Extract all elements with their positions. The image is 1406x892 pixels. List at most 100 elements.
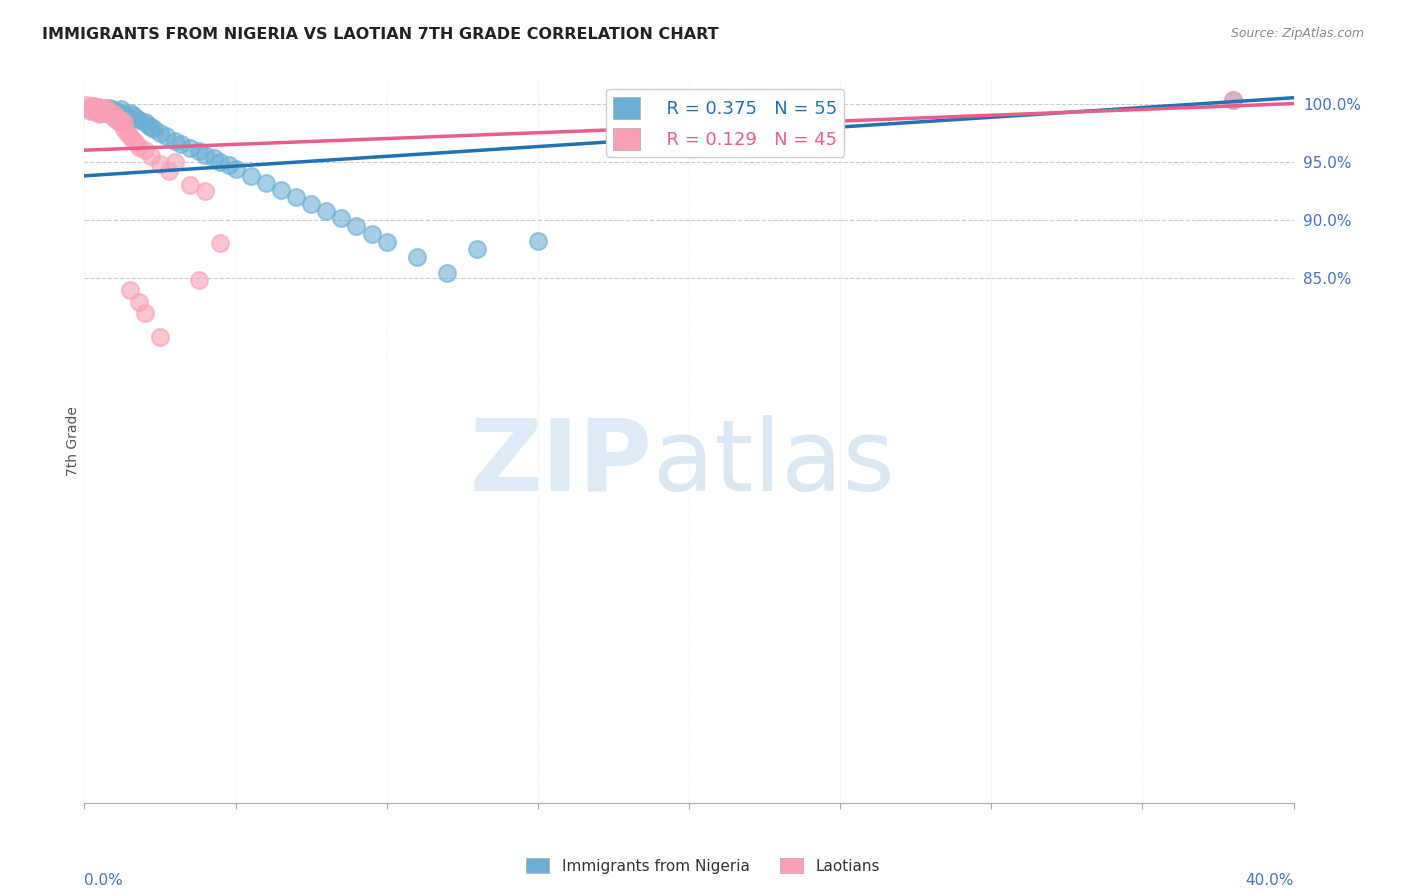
Point [110,106,132,120]
Point [89,100,111,114]
Point [110,112,132,127]
Point [121,108,143,122]
Point [134,306,156,320]
Point [1222,93,1244,107]
Point [100,106,122,120]
Point [179,178,201,193]
Point [225,161,247,176]
Point [104,103,127,118]
Point [315,203,337,218]
Point [139,149,162,163]
Point [100,103,122,117]
Point [467,242,489,256]
Point [270,183,292,197]
Point [89,101,111,115]
Point [94,104,117,119]
Point [134,143,156,157]
Point [121,133,143,147]
Point [128,139,150,153]
Point [155,129,177,144]
Point [100,106,122,120]
Point [107,108,129,122]
Point [107,104,129,119]
Point [94,101,117,115]
Point [79,103,101,118]
Point [110,116,132,130]
Point [285,190,308,204]
Point [86,100,108,114]
Point [91,106,114,120]
Point [118,106,141,120]
Text: 0.0%: 0.0% [84,872,124,888]
Point [1222,93,1244,107]
Point [107,114,129,128]
Point [112,108,135,122]
Point [112,122,135,136]
Point [170,137,193,152]
Point [125,111,148,125]
Y-axis label: 7th Grade: 7th Grade [66,407,80,476]
Point [91,106,114,120]
Point [104,107,127,121]
Point [118,283,141,297]
Point [209,236,232,251]
Point [209,154,232,169]
Point [142,122,165,136]
Point [406,251,429,265]
Point [79,103,101,117]
Point [375,235,398,250]
Point [82,99,104,113]
Point [107,111,129,125]
Point [125,136,148,151]
Point [149,126,172,140]
Point [97,103,120,118]
Point [179,141,201,155]
Point [128,112,150,127]
Point [86,101,108,115]
Point [299,196,322,211]
Point [82,99,104,113]
Point [100,109,122,123]
Point [104,112,127,126]
Point [104,108,127,122]
Legend:   R = 0.375   N = 55,   R = 0.129   N = 45: R = 0.375 N = 55, R = 0.129 N = 45 [606,89,845,157]
Point [527,234,550,248]
Point [360,227,382,241]
Point [97,107,120,121]
Point [110,103,132,117]
Point [149,329,172,343]
Point [139,120,162,134]
Text: ZIP: ZIP [470,415,652,512]
Point [157,164,180,178]
Point [91,103,114,117]
Text: atlas: atlas [652,415,894,512]
Point [86,104,108,119]
Legend: Immigrants from Nigeria, Laotians: Immigrants from Nigeria, Laotians [520,852,886,880]
Point [134,115,156,129]
Point [97,101,120,115]
Point [94,101,117,115]
Text: 40.0%: 40.0% [1246,872,1294,888]
Point [165,134,187,148]
Point [94,103,117,118]
Point [149,157,172,171]
Point [91,103,114,117]
Point [188,272,211,286]
Point [89,107,111,121]
Point [218,158,240,172]
Point [188,145,211,159]
Point [254,176,277,190]
Point [82,103,104,117]
Point [239,169,262,183]
Point [165,154,187,169]
Point [89,103,111,118]
Point [136,118,159,132]
Point [115,111,138,125]
Point [76,97,98,112]
Point [89,104,111,119]
Point [97,104,120,119]
Point [115,126,138,140]
Point [330,211,353,225]
Point [112,115,135,129]
Point [436,266,458,280]
